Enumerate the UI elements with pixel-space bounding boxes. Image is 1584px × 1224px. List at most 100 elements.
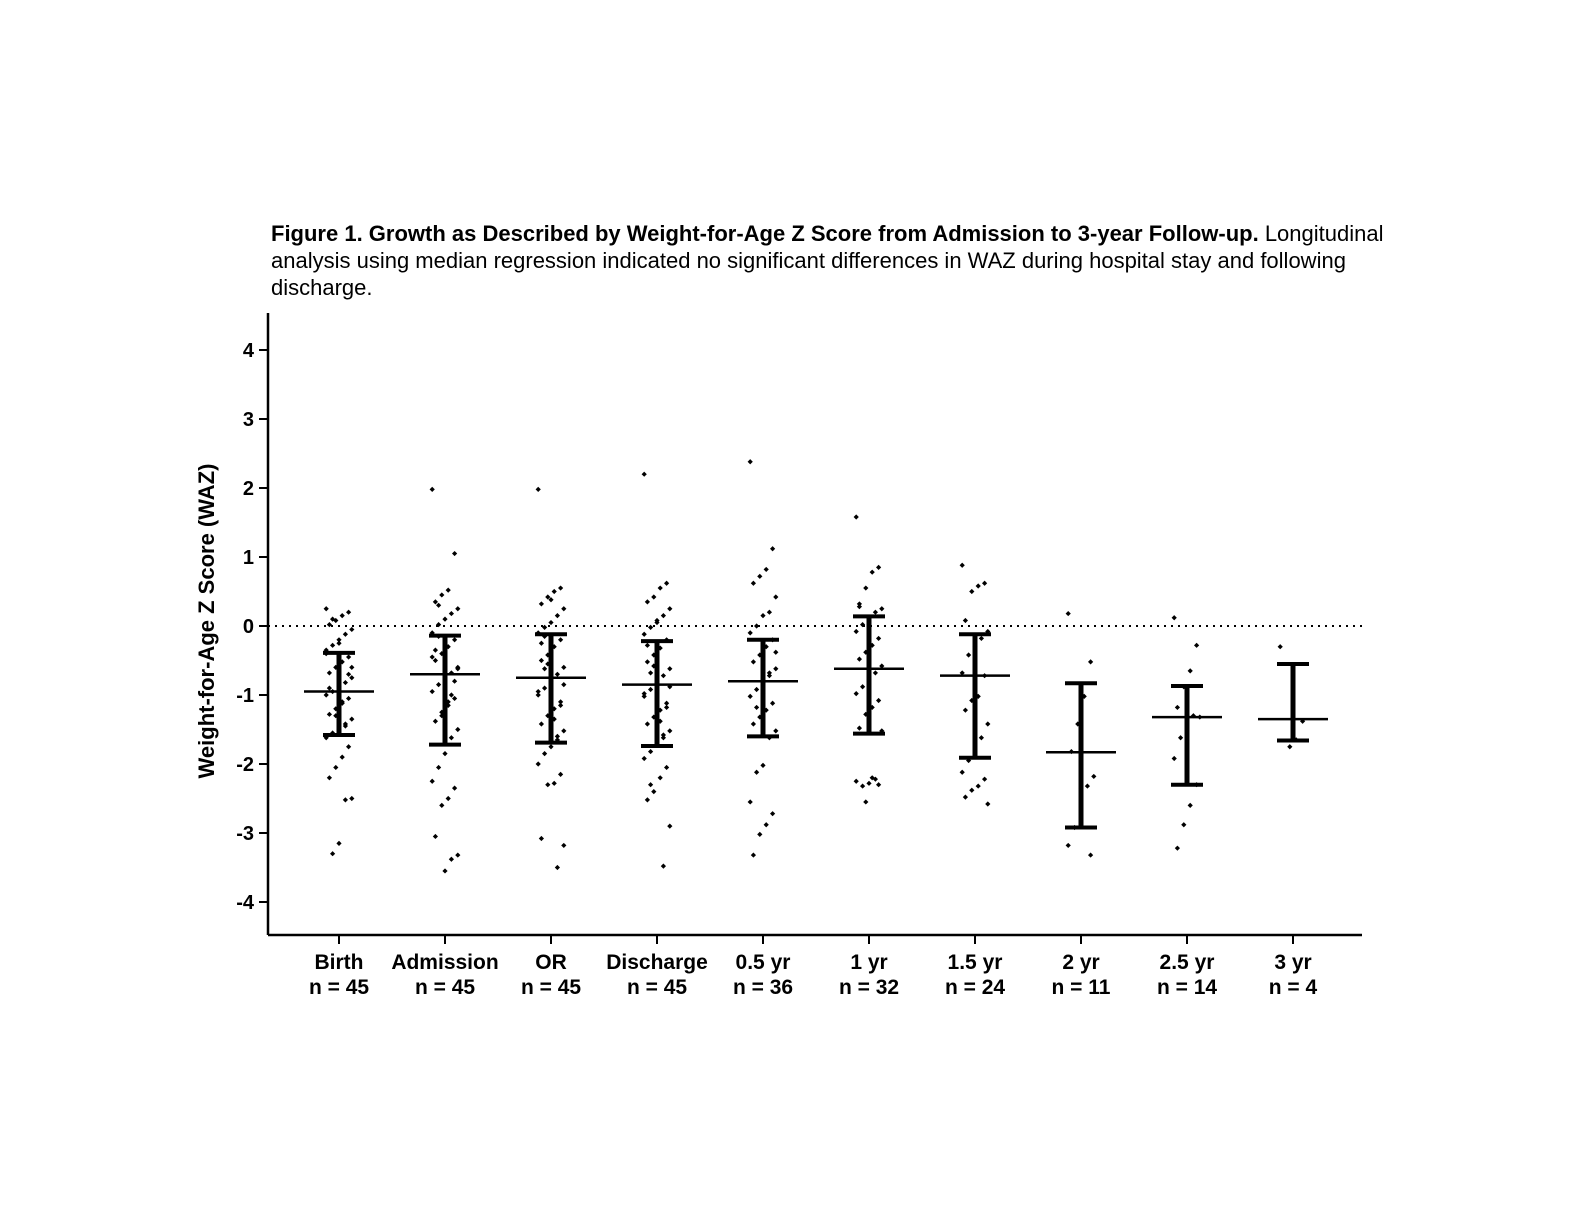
data-point [763, 707, 769, 713]
data-point [856, 656, 862, 662]
data-point [750, 580, 756, 586]
x-tick-label: 1.5 yr [948, 951, 1003, 974]
x-tick-n-label: n = 24 [945, 976, 1005, 999]
data-point [747, 630, 753, 636]
group-2_5-yr: 2.5 yrn = 14 [1152, 615, 1222, 999]
data-point [1174, 845, 1180, 851]
data-point [1065, 610, 1071, 617]
data-point [773, 728, 779, 734]
data-point [648, 624, 654, 630]
data-point [860, 783, 866, 789]
data-point [545, 782, 551, 788]
data-point [770, 546, 776, 552]
x-tick-label: Birth [315, 951, 364, 974]
data-point [535, 486, 541, 492]
data-point [763, 644, 769, 650]
data-point [542, 624, 548, 630]
data-point [339, 613, 345, 619]
data-point [558, 699, 564, 705]
data-point [641, 471, 647, 477]
data-point [538, 657, 544, 664]
data-point [542, 666, 548, 672]
data-point [869, 642, 875, 648]
data-point [982, 580, 988, 586]
data-point [448, 856, 454, 862]
x-tick-label: Admission [391, 951, 498, 974]
data-point [1181, 822, 1187, 828]
data-point [664, 580, 670, 586]
data-point [1088, 852, 1094, 858]
data-point [535, 688, 541, 695]
data-point [452, 637, 458, 643]
data-point [866, 780, 872, 786]
figure-caption: Figure 1. Growth as Described by Weight-… [271, 220, 1391, 301]
data-point [754, 623, 760, 629]
data-point [558, 771, 564, 777]
data-point [1065, 842, 1071, 849]
data-point [763, 822, 769, 828]
data-point [561, 682, 567, 688]
group-1-yr: 1 yrn = 32 [834, 514, 904, 999]
data-point [760, 762, 766, 768]
data-point [750, 721, 756, 727]
data-point [962, 707, 968, 713]
data-point [452, 695, 458, 702]
figure-subtitle: Longitudinal analysis using median regre… [271, 221, 1384, 300]
data-point [342, 679, 348, 686]
group-3-yr: 3 yrn = 4 [1258, 644, 1328, 999]
data-point [641, 691, 647, 697]
group-0_5-yr: 0.5 yrn = 36 [728, 459, 798, 999]
data-point [432, 718, 438, 724]
data-point [1187, 668, 1193, 674]
data-point [551, 588, 557, 595]
data-point [342, 723, 348, 729]
data-point [978, 735, 984, 741]
data-point [442, 868, 448, 874]
data-point [660, 613, 666, 619]
data-point [439, 709, 445, 715]
data-point [959, 562, 965, 568]
data-point [648, 670, 654, 676]
data-point [869, 775, 875, 781]
x-tick-label: Discharge [606, 951, 708, 974]
data-point [452, 678, 458, 684]
x-tick-label: OR [535, 951, 567, 974]
data-point [326, 670, 332, 676]
data-point [339, 699, 345, 705]
data-point [644, 797, 650, 803]
data-point [657, 775, 663, 781]
data-point [349, 664, 355, 670]
data-point [747, 459, 753, 465]
data-point [548, 597, 554, 603]
data-point [538, 601, 544, 607]
x-tick-n-label: n = 45 [309, 976, 369, 999]
data-point [455, 606, 461, 612]
data-point [349, 795, 355, 802]
data-point [966, 652, 972, 658]
y-tick-label: -1 [236, 685, 254, 707]
data-point [1178, 735, 1184, 741]
data-point [1088, 659, 1094, 665]
data-point [336, 640, 342, 646]
data-point [323, 606, 329, 612]
data-point [448, 610, 454, 617]
data-point [754, 769, 760, 775]
data-point [554, 671, 560, 677]
data-point [747, 693, 753, 699]
data-point [773, 666, 779, 672]
data-point [561, 664, 567, 670]
y-tick-label: 4 [243, 340, 255, 362]
data-point [436, 602, 442, 608]
data-point [330, 616, 336, 622]
data-point [349, 675, 355, 681]
data-point [349, 716, 355, 722]
data-point [872, 776, 878, 782]
data-point [442, 751, 448, 757]
x-tick-n-label: n = 45 [415, 976, 475, 999]
data-point [545, 594, 551, 600]
data-point [651, 789, 657, 795]
data-point [869, 569, 875, 575]
data-point [535, 692, 541, 698]
data-point [876, 635, 882, 642]
data-point [969, 588, 975, 595]
